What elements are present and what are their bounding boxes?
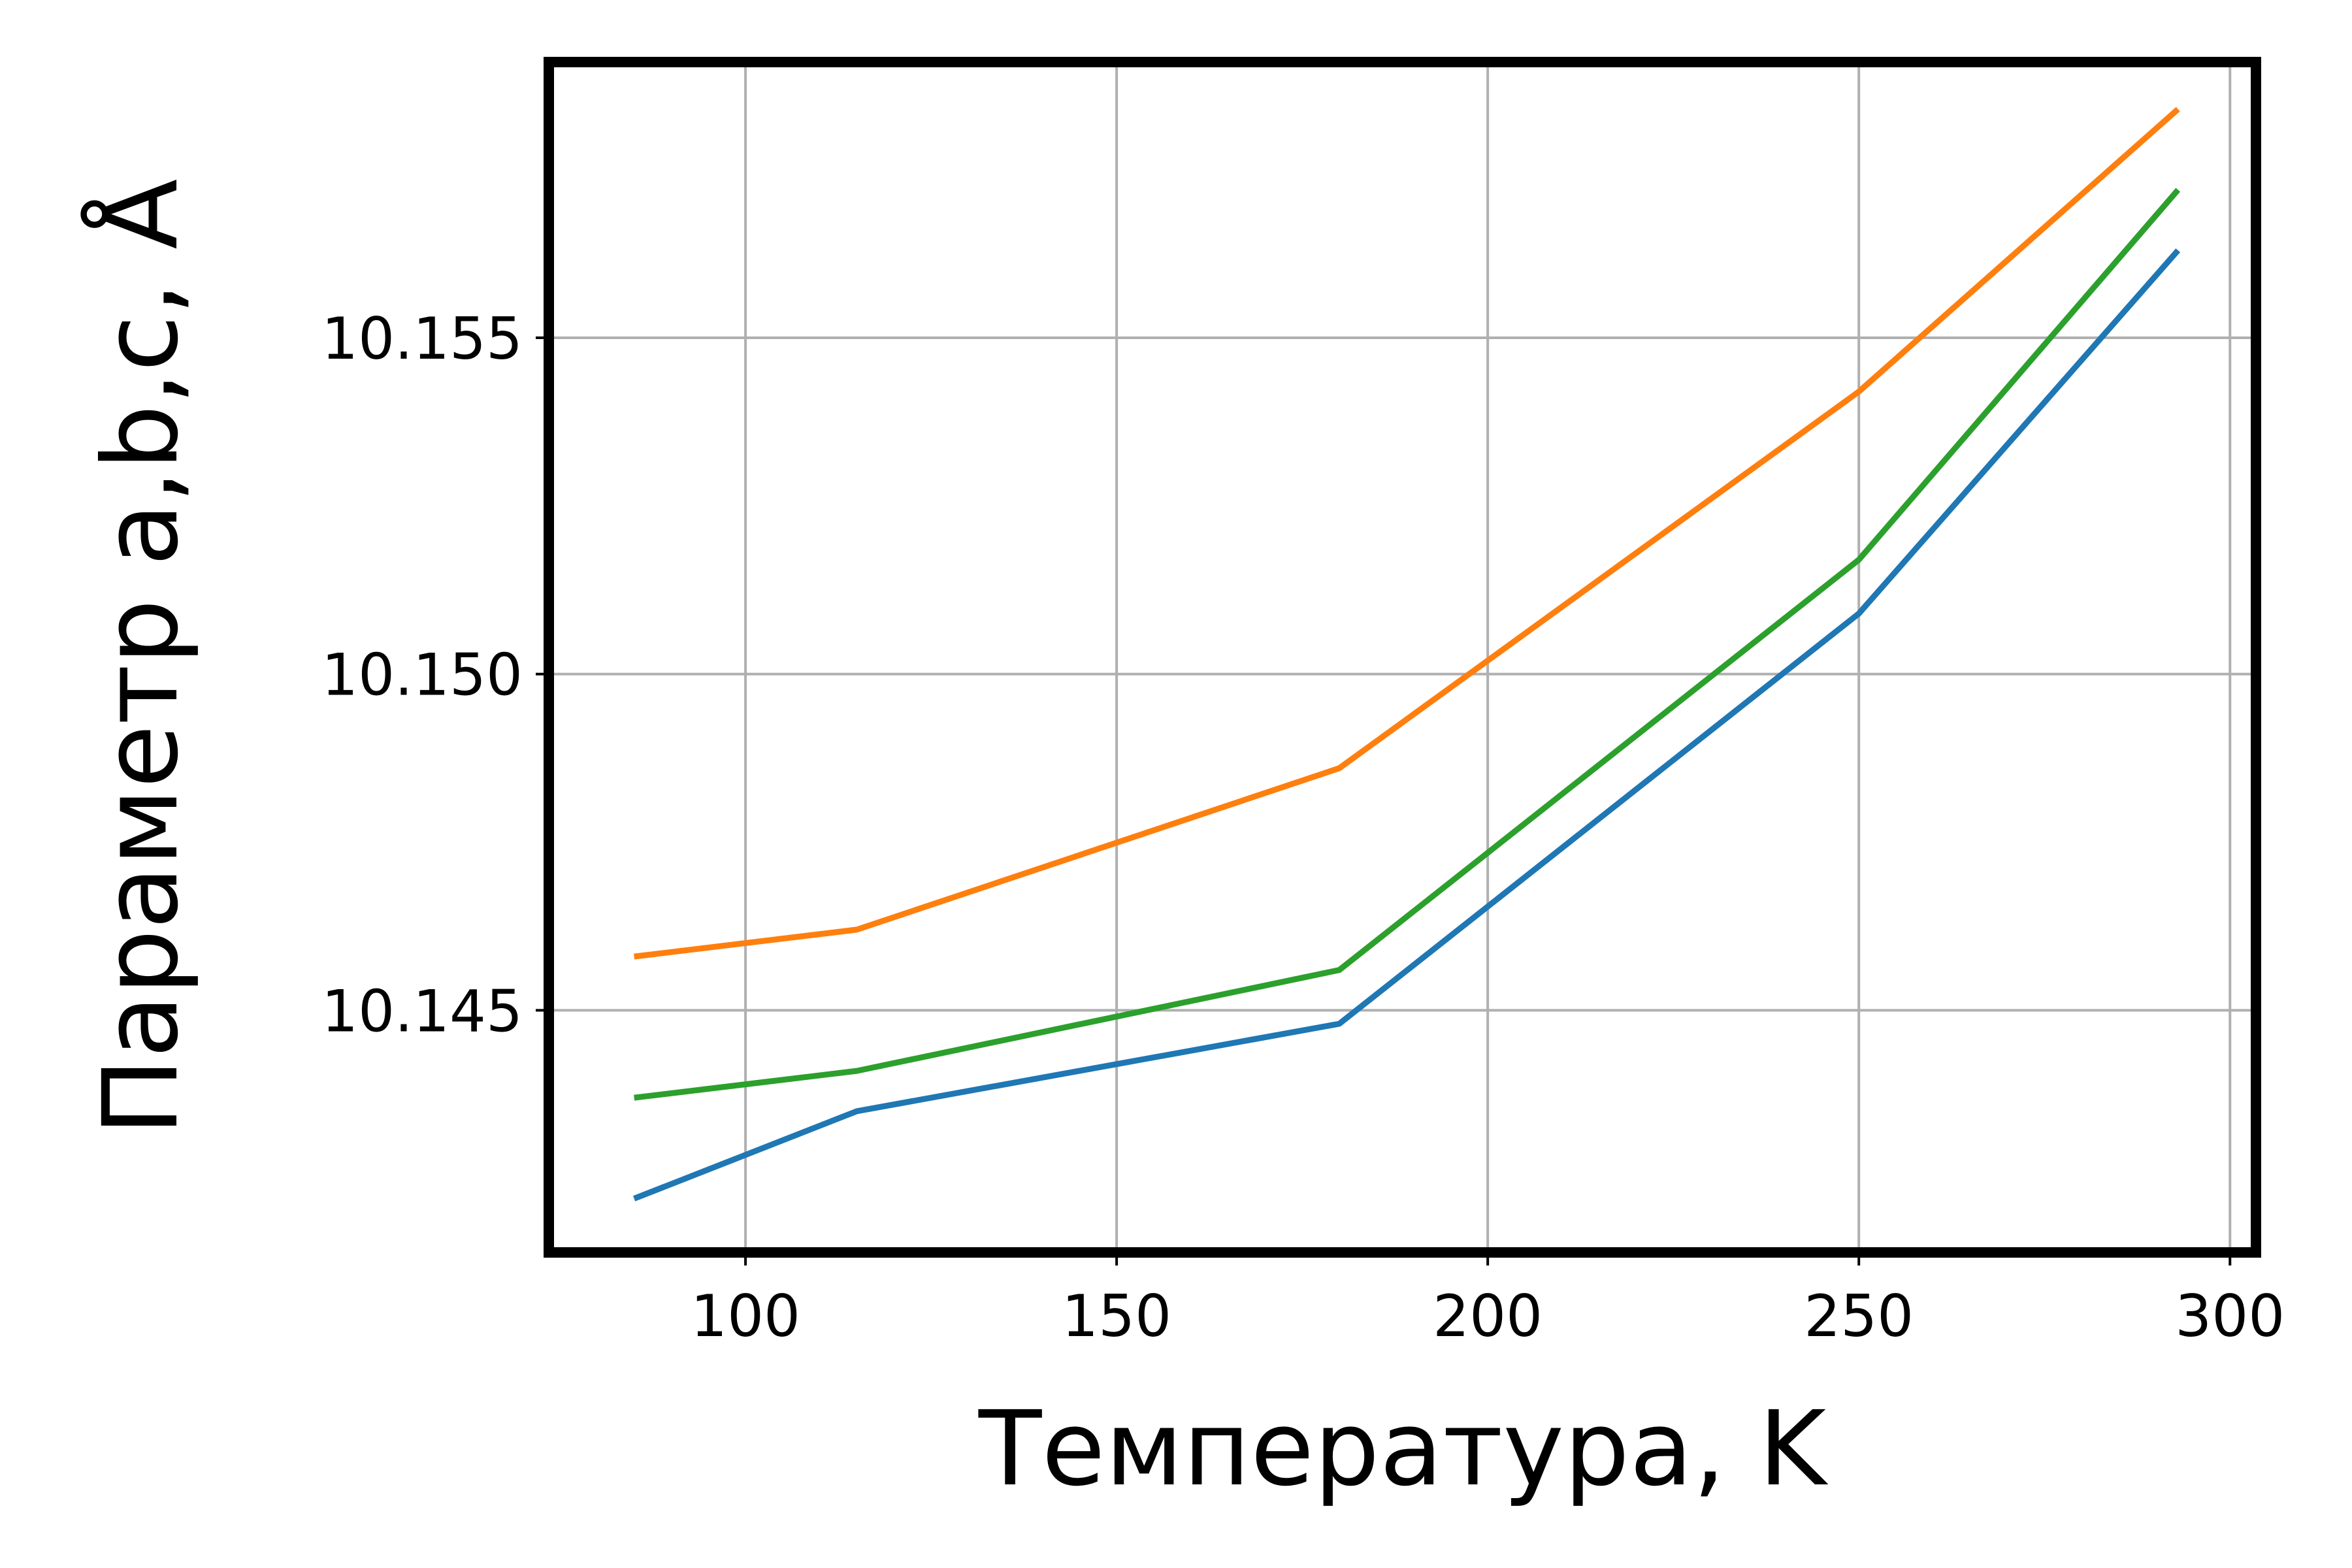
axis-ticks: 100 150 200 250 300 10.145 10.150 10.155 (321, 305, 2285, 1350)
y-tick-label: 10.155 (321, 305, 523, 372)
series-line-3 (634, 188, 2181, 1101)
y-tick-label: 10.150 (321, 642, 523, 709)
y-axis-title: Параметр a,b,c, Å (80, 179, 201, 1136)
x-tick-label: 100 (691, 1282, 800, 1350)
x-axis-title: Температура, K (978, 1389, 1829, 1509)
plot-frame (544, 57, 2261, 1258)
series-line-2 (634, 106, 2180, 960)
x-tick-label: 150 (1062, 1282, 1171, 1350)
x-tick-label: 250 (1804, 1282, 1914, 1350)
x-tick-label: 300 (2175, 1282, 2285, 1350)
grid (549, 62, 2256, 1252)
x-tick-label: 200 (1433, 1282, 1543, 1350)
series-line-1 (632, 248, 2181, 1201)
y-tick-label: 10.145 (321, 977, 523, 1045)
series-lines (632, 106, 2181, 1201)
